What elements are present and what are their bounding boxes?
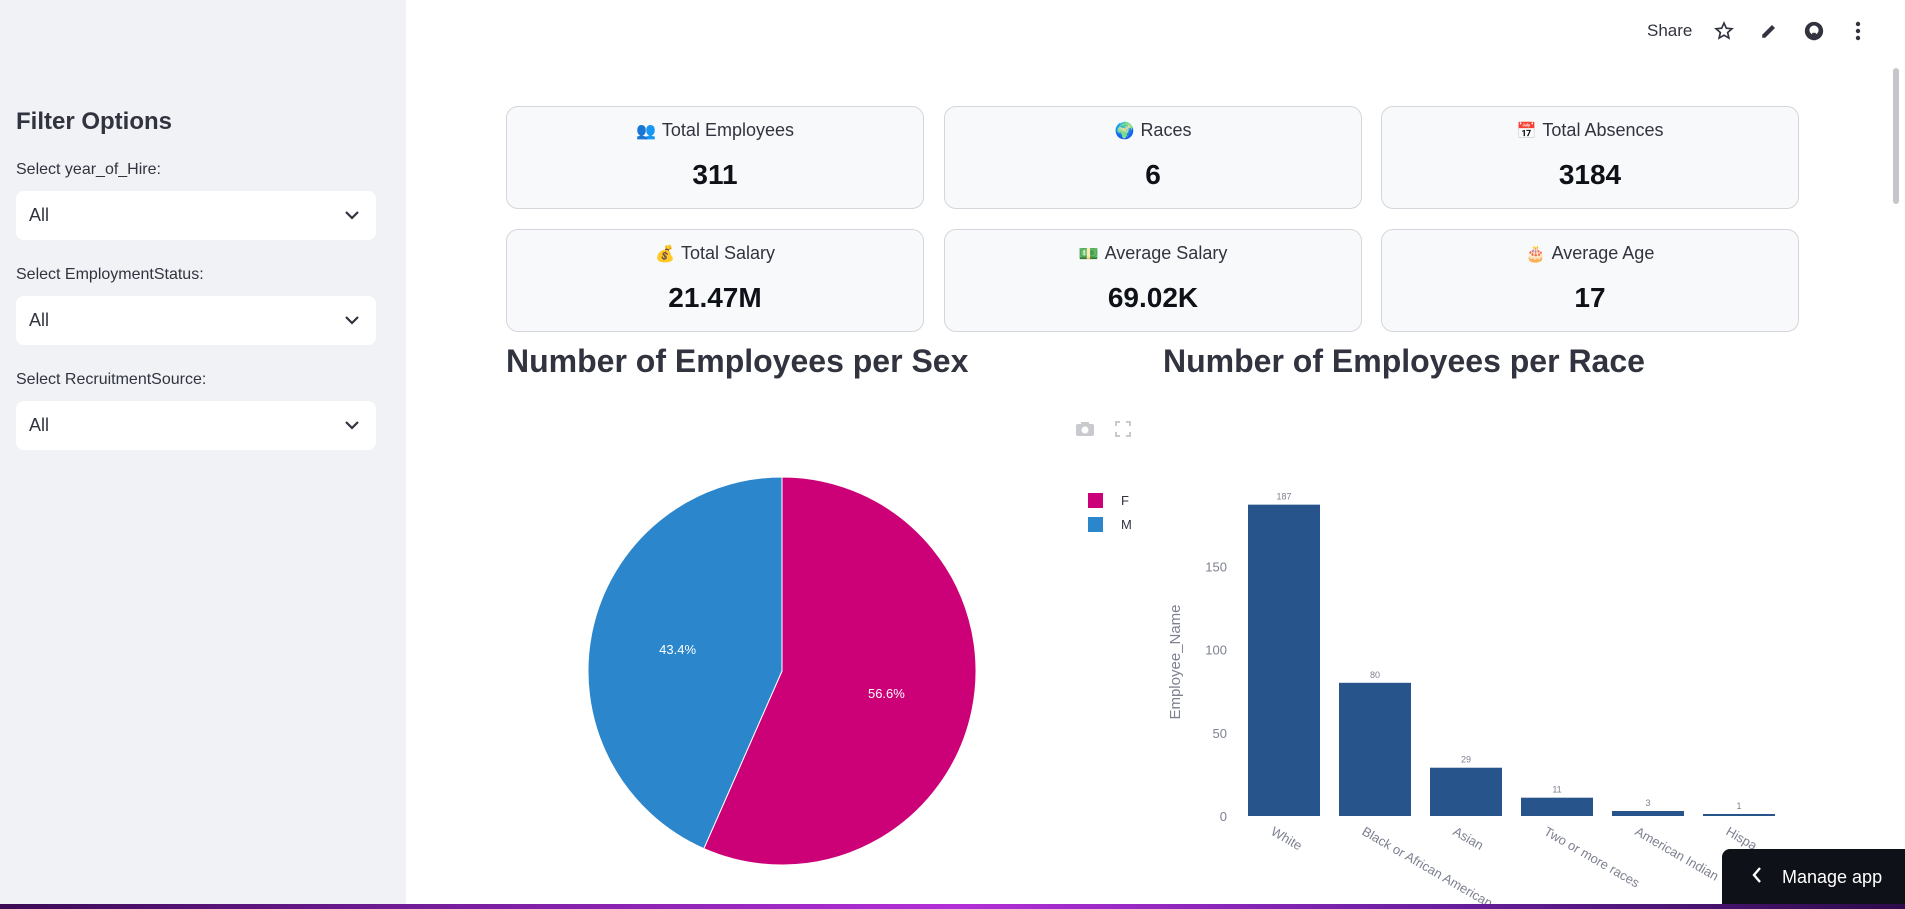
metric-label: Total Absences: [1542, 120, 1664, 140]
bar[interactable]: [1248, 504, 1320, 816]
x-tick-label: White: [1269, 824, 1305, 854]
recruitment-source-select[interactable]: All: [16, 401, 376, 450]
select-value: All: [29, 310, 50, 330]
github-icon[interactable]: [1802, 19, 1826, 43]
filter-employment-status: Select EmploymentStatus: All: [16, 266, 376, 345]
pie-slice-m[interactable]: [587, 476, 783, 850]
pie-slice-f[interactable]: [703, 476, 977, 866]
bar[interactable]: [1339, 682, 1411, 816]
chevron-down-icon: [344, 208, 360, 224]
manage-app-label: Manage app: [1782, 866, 1883, 887]
bar-data-label: 3: [1645, 798, 1650, 808]
bar[interactable]: [1521, 797, 1593, 816]
more-vertical-icon[interactable]: [1846, 19, 1870, 43]
year-of-hire-select[interactable]: All: [16, 191, 376, 240]
pie-legend: F M: [1088, 488, 1132, 536]
legend-swatch: [1088, 492, 1103, 508]
bottom-decoration: [0, 904, 1905, 909]
y-axis-label: Employee_Name: [1167, 604, 1184, 719]
filter-label: Select EmploymentStatus:: [16, 266, 204, 283]
legend-swatch: [1088, 516, 1103, 532]
x-tick-label: Two or more races: [1542, 824, 1643, 891]
people-icon: 👥: [636, 122, 656, 140]
bar-data-label: 29: [1461, 755, 1471, 765]
bar[interactable]: [1430, 767, 1502, 816]
metric-label: Races: [1140, 120, 1192, 140]
select-value: All: [29, 415, 50, 435]
select-value: All: [29, 205, 50, 225]
pie-label: 56.6%: [868, 686, 905, 701]
y-tick-label: 50: [1213, 726, 1227, 741]
y-tick-label: 0: [1220, 809, 1227, 824]
filter-label: Select year_of_Hire:: [16, 161, 161, 178]
filter-recruitment-source: Select RecruitmentSource: All: [16, 371, 376, 450]
sex-chart-title: Number of Employees per Sex: [506, 343, 969, 379]
bar[interactable]: [1612, 811, 1684, 816]
metric-card-average-salary: 💵 Average Salary 69.02K: [944, 229, 1362, 332]
sex-pie-chart: 56.6% 43.4%: [587, 476, 977, 866]
metric-value: 69.02K: [1107, 282, 1199, 313]
metric-value: 3184: [1558, 159, 1622, 190]
metric-card-total-absences: 📅 Total Absences 3184: [1381, 106, 1799, 209]
sidebar-title: Filter Options: [16, 108, 172, 135]
share-button[interactable]: Share: [1647, 21, 1693, 40]
x-tick-label: Asian: [1451, 824, 1487, 853]
y-tick-label: 100: [1205, 643, 1227, 658]
pencil-icon[interactable]: [1757, 19, 1781, 43]
metric-card-total-employees: 👥 Total Employees 311: [506, 106, 924, 209]
y-tick-label: 150: [1205, 559, 1227, 574]
metric-label: Average Salary: [1104, 243, 1228, 263]
bar-data-label: 80: [1370, 670, 1380, 680]
metric-value: 6: [1145, 159, 1161, 190]
filter-label: Select RecruitmentSource:: [16, 371, 207, 388]
bar-data-label: 11: [1552, 785, 1561, 795]
metric-card-total-salary: 💰 Total Salary 21.47M: [506, 229, 924, 332]
metric-label: Average Age: [1551, 243, 1655, 263]
legend-label: F: [1121, 492, 1129, 508]
money-bag-icon: 💰: [655, 245, 675, 263]
metric-label: Total Employees: [661, 120, 794, 140]
bar-data-label: 1: [1736, 801, 1741, 811]
pie-label: 43.4%: [659, 642, 696, 657]
chevron-down-icon: [344, 418, 360, 434]
metric-value: 311: [692, 159, 738, 190]
legend-item-f[interactable]: F: [1088, 488, 1132, 512]
cake-icon: 🎂: [1525, 245, 1546, 263]
x-tick-label: American Indian: [1633, 824, 1722, 884]
metric-value: 21.47M: [668, 282, 762, 313]
globe-icon: 🌍: [1114, 122, 1135, 140]
metric-value: 17: [1574, 282, 1606, 313]
employment-status-select[interactable]: All: [16, 296, 376, 345]
chevron-left-icon: [1752, 866, 1762, 888]
metric-label: Total Salary: [680, 243, 775, 263]
bar[interactable]: [1703, 814, 1775, 816]
chevron-down-icon: [344, 313, 360, 329]
legend-item-m[interactable]: M: [1088, 512, 1132, 536]
legend-label: M: [1121, 516, 1132, 532]
camera-icon[interactable]: [1074, 418, 1096, 440]
calendar-icon: 📅: [1516, 122, 1537, 140]
sidebar: Filter Options Select year_of_Hire: All …: [0, 0, 406, 909]
star-icon[interactable]: [1712, 19, 1736, 43]
filter-year-of-hire: Select year_of_Hire: All: [16, 161, 376, 240]
race-chart-title: Number of Employees per Race: [1163, 343, 1645, 379]
metric-card-average-age: 🎂 Average Age 17: [1381, 229, 1799, 332]
bar-data-label: 187: [1276, 492, 1291, 502]
metric-card-races: 🌍 Races 6: [944, 106, 1362, 209]
fullscreen-icon[interactable]: [1112, 418, 1134, 440]
manage-app-button[interactable]: Manage app: [1722, 849, 1905, 905]
banknote-icon: 💵: [1078, 245, 1099, 263]
scrollbar[interactable]: [1893, 68, 1899, 204]
